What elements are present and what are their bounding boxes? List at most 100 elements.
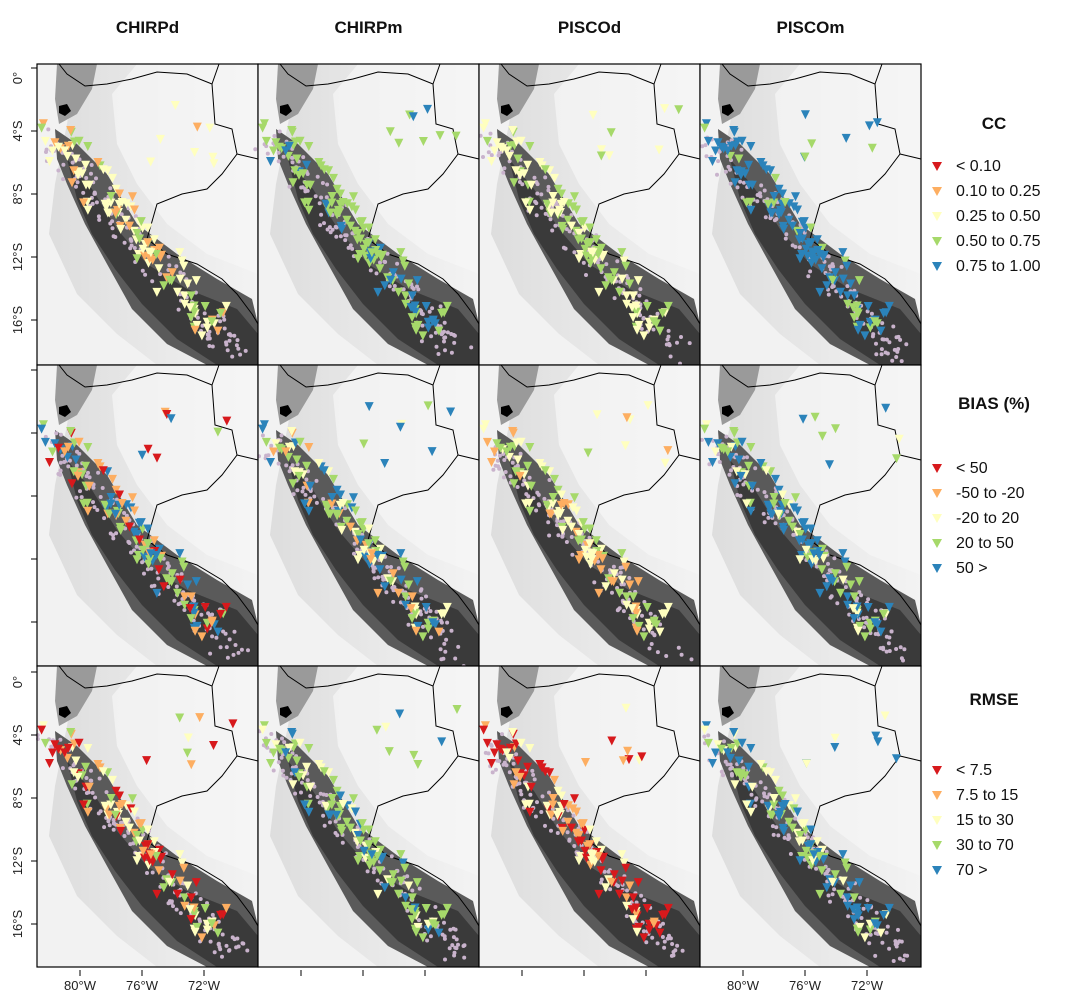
station-triangle: [553, 208, 562, 218]
station-triangle: [574, 254, 584, 264]
station-triangle: [609, 870, 619, 880]
station-dot: [452, 333, 457, 338]
station-triangle: [622, 901, 632, 911]
station-dot: [750, 488, 755, 493]
station-triangle: [108, 775, 117, 785]
station-dot: [547, 533, 552, 538]
station-dot: [486, 751, 491, 756]
station-dot: [675, 943, 680, 948]
station-dot: [826, 292, 831, 297]
station-triangle: [412, 878, 422, 888]
station-triangle: [111, 786, 121, 796]
station-triangle: [585, 223, 595, 233]
station-triangle: [617, 274, 627, 284]
station-triangle: [818, 554, 828, 564]
station-dot: [868, 932, 873, 937]
station-triangle: [412, 577, 422, 587]
station-triangle: [879, 308, 889, 318]
station-triangle: [367, 248, 377, 258]
station-dot: [553, 223, 558, 228]
station-dot: [178, 911, 183, 916]
station-dot: [495, 458, 500, 463]
station-triangle: [822, 281, 832, 291]
station-triangle: [843, 893, 853, 903]
station-dot: [728, 181, 733, 186]
station-dot: [515, 485, 520, 489]
station-dot: [797, 245, 802, 250]
station-triangle: [213, 427, 223, 437]
station-dot: [449, 350, 454, 355]
station-dot: [899, 939, 904, 944]
station-triangle: [806, 238, 816, 248]
station-dot: [902, 647, 907, 652]
station-dot: [567, 229, 572, 234]
station-triangle: [558, 826, 568, 836]
station-dot: [564, 540, 569, 544]
station-dot: [89, 778, 94, 783]
station-triangle: [795, 254, 805, 264]
station-triangle: [521, 800, 531, 810]
station-triangle: [175, 876, 185, 886]
station-triangle: [567, 823, 576, 833]
station-dot: [443, 335, 448, 340]
station-dot: [132, 246, 137, 250]
station-dot: [207, 344, 212, 348]
station-dot: [428, 609, 433, 614]
triangle-marker: [932, 489, 942, 499]
station-triangle: [822, 883, 832, 893]
station-triangle: [143, 524, 153, 534]
station-triangle: [106, 800, 116, 810]
station-dot: [276, 760, 281, 765]
station-dot: [448, 927, 453, 932]
station-triangle: [117, 800, 127, 809]
station-dot: [107, 823, 112, 828]
station-triangle: [609, 268, 619, 278]
station-dot: [873, 632, 878, 636]
station-dot: [91, 485, 96, 490]
station-dot: [839, 264, 844, 269]
station-dot: [897, 956, 902, 961]
station-dot: [280, 736, 284, 741]
station-dot: [666, 334, 671, 339]
station-triangle: [437, 910, 447, 920]
station-dot: [865, 309, 870, 314]
station-triangle: [418, 137, 428, 146]
station-triangle: [802, 759, 812, 769]
station-triangle: [37, 123, 47, 133]
station-triangle: [763, 500, 773, 510]
station-triangle: [191, 276, 201, 286]
station-triangle: [594, 287, 604, 297]
station-triangle: [332, 184, 342, 194]
station-dot: [104, 790, 109, 795]
station-dot: [595, 260, 600, 265]
station-triangle: [357, 217, 367, 227]
station-dot: [530, 768, 535, 773]
station-triangle: [726, 743, 736, 753]
triangle-marker: [932, 187, 942, 197]
station-dot: [127, 541, 132, 545]
station-dot: [456, 644, 461, 649]
station-dot: [102, 825, 107, 830]
station-triangle: [192, 621, 202, 631]
station-triangle: [587, 555, 597, 565]
station-triangle: [817, 565, 827, 575]
station-dot: [128, 842, 133, 847]
station-triangle: [655, 627, 665, 637]
station-triangle: [849, 291, 859, 301]
station-dot: [58, 460, 63, 465]
station-dot: [84, 176, 89, 180]
station-dot: [355, 547, 360, 552]
station-dot: [864, 620, 868, 625]
station-triangle: [143, 444, 153, 454]
station-dot: [774, 825, 779, 830]
station-triangle: [60, 447, 70, 457]
station-dot: [567, 837, 572, 842]
station-dot: [236, 650, 241, 655]
station-dot: [527, 475, 532, 480]
station-triangle: [332, 208, 341, 218]
station-triangle: [607, 736, 617, 746]
station-dot: [312, 494, 317, 499]
station-triangle: [93, 760, 103, 769]
station-triangle: [305, 180, 315, 190]
station-dot: [881, 647, 886, 652]
